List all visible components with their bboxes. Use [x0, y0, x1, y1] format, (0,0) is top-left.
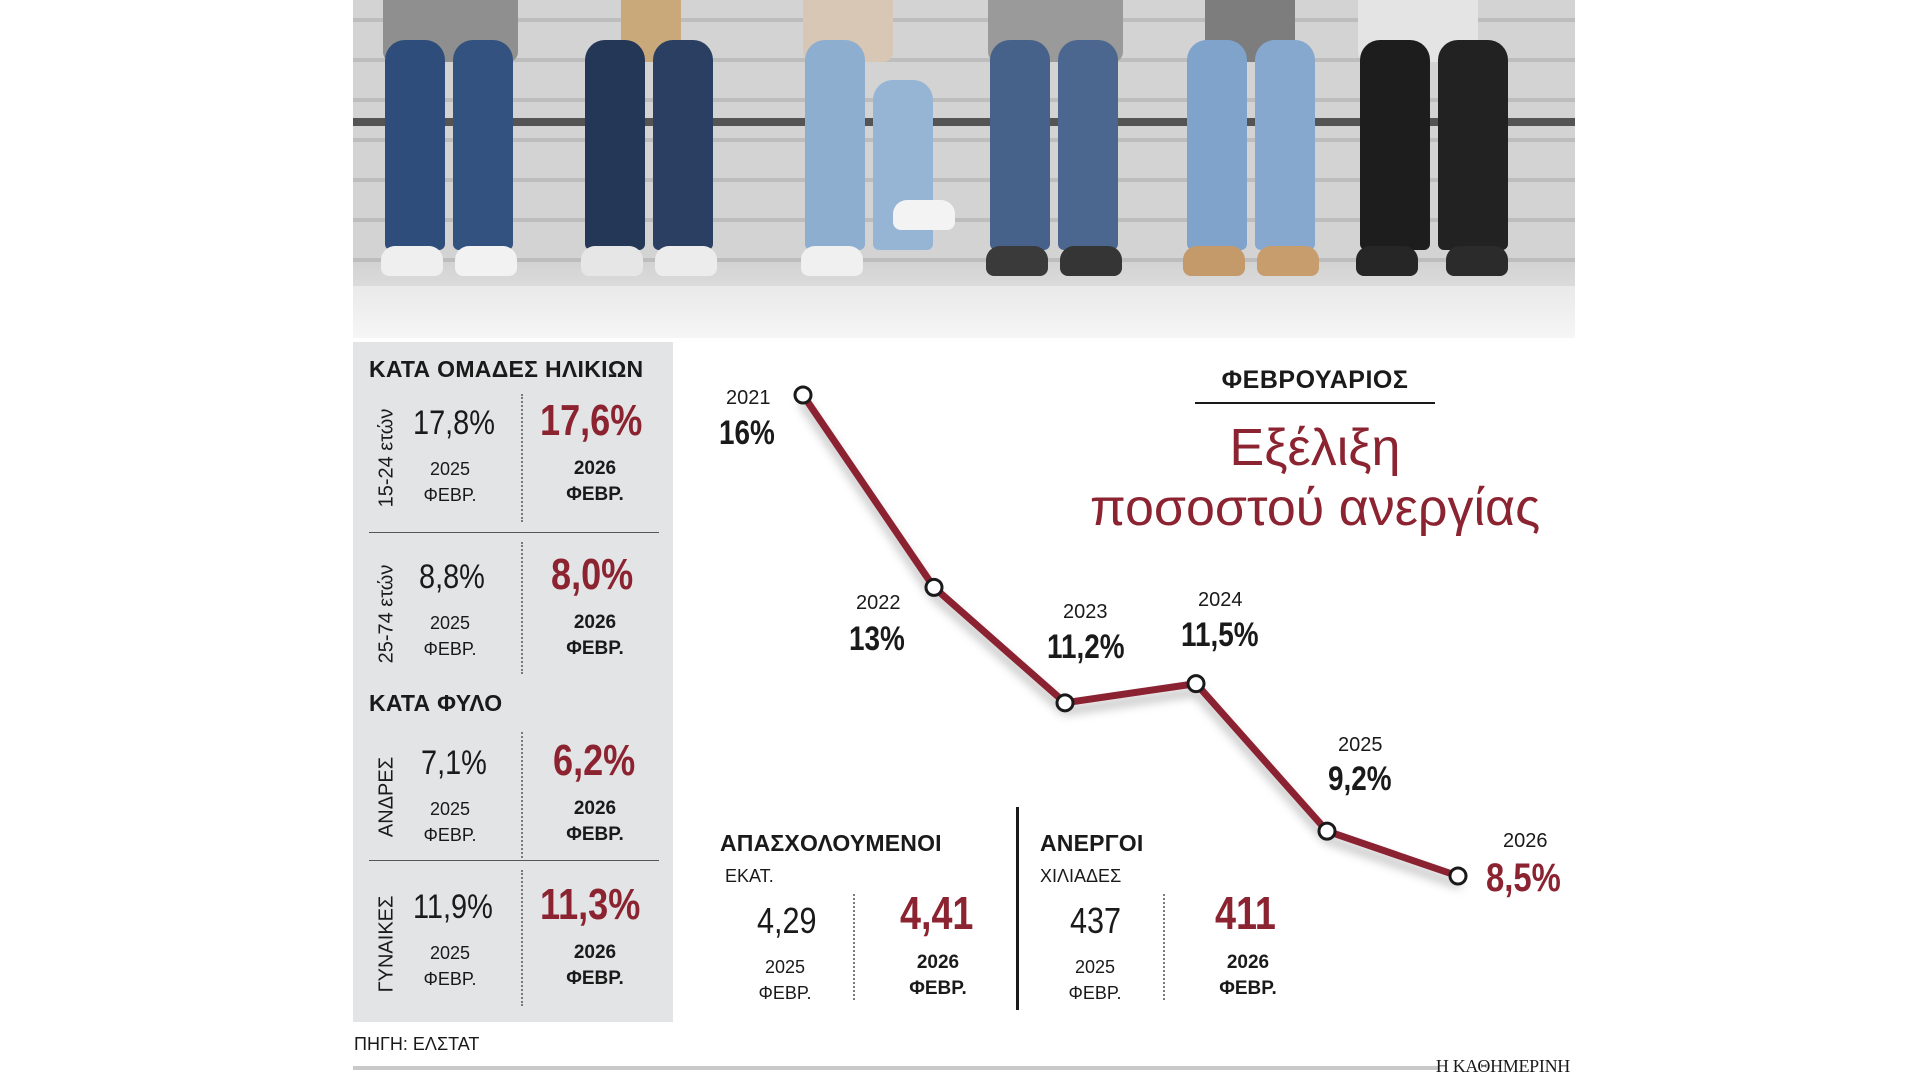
group-new-period: 2026 ΦΕΒΡ.: [566, 458, 624, 505]
employed-unit: ΕΚΑΤ.: [725, 866, 774, 886]
person-figure: [1338, 0, 1538, 290]
sex-section-title: ΚΑΤΑ ΦΥΛΟ: [369, 690, 503, 716]
header-photo: [353, 0, 1575, 338]
group-label: ΑΝΔΡΕΣ: [375, 756, 398, 838]
point-year-label: 2023: [1063, 601, 1108, 623]
age-section-title: ΚΑΤΑ ΟΜΑΔΕΣ ΗΛΙΚΙΩΝ: [369, 356, 644, 382]
data-point-2026: [1448, 866, 1468, 886]
unemployed-title: ΑΝΕΡΓΟΙ: [1040, 830, 1144, 856]
data-point-2025: [1317, 821, 1337, 841]
column-divider: [1163, 894, 1165, 1000]
group-old-value: 8,8%: [419, 558, 485, 596]
point-value-label: 9,2%: [1328, 760, 1392, 798]
bottom-rule: [353, 1066, 1438, 1070]
column-divider: [521, 732, 523, 858]
group-label: 15-24 ετών: [375, 408, 398, 508]
point-year-label: 2021: [726, 387, 771, 409]
point-year-label: 2024: [1198, 589, 1243, 611]
column-divider: [521, 394, 523, 522]
box-divider: [1016, 807, 1019, 1010]
group-new-value: 11,3%: [540, 880, 641, 929]
group-old-value: 17,8%: [413, 404, 495, 442]
group-old-value: 11,9%: [413, 888, 493, 926]
unemployed-old-value: 437: [1070, 900, 1122, 941]
unemployed-new-value: 411: [1215, 887, 1276, 939]
group-new-value: 8,0%: [551, 550, 634, 599]
point-value-label: 11,5%: [1181, 616, 1259, 654]
group-new-value: 6,2%: [553, 736, 636, 785]
employed-new-value: 4,41: [900, 887, 974, 939]
point-value-label: 8,5%: [1486, 856, 1561, 900]
group-new-period: 2026 ΦΕΒΡ.: [566, 942, 624, 989]
data-point-2023: [1055, 693, 1075, 713]
publisher-brand: Η ΚΑΘΗΜΕΡΙΝΗ: [1435, 1056, 1570, 1076]
person-figure: [1165, 0, 1340, 290]
point-value-label: 13%: [849, 620, 905, 658]
source-note: ΠΗΓΗ: ΕΛΣΤΑΤ: [354, 1034, 480, 1054]
unemployed-new-period: 2026 ΦΕΒΡ.: [1219, 952, 1277, 999]
group-new-value: 17,6%: [540, 396, 643, 445]
employed-new-period: 2026 ΦΕΒΡ.: [909, 952, 967, 999]
group-label: 25-74 ετών: [375, 564, 398, 664]
floor: [353, 286, 1575, 338]
column-divider: [521, 542, 523, 674]
data-point-2024: [1186, 674, 1206, 694]
group-label: ΓΥΝΑΙΚΕΣ: [375, 895, 398, 993]
column-divider: [521, 870, 523, 1006]
point-value-label: 11,2%: [1047, 628, 1125, 666]
group-old-period: 2025 ΦΕΒΡ.: [423, 799, 477, 845]
group-new-period: 2026 ΦΕΒΡ.: [566, 612, 624, 659]
point-value-label: 16%: [719, 414, 775, 452]
data-point-2022: [924, 577, 944, 597]
row-separator: [369, 860, 659, 861]
person-figure: [563, 0, 738, 290]
employed-old-period: 2025 ΦΕΒΡ.: [758, 957, 812, 1003]
group-old-value: 7,1%: [421, 744, 487, 782]
group-new-period: 2026 ΦΕΒΡ.: [566, 798, 624, 845]
column-divider: [853, 894, 855, 1000]
data-point-2021: [793, 385, 813, 405]
person-figure: [783, 0, 958, 290]
chair-row: [353, 118, 1575, 126]
unemployed-unit: ΧΙΛΙΑΔΕΣ: [1040, 866, 1122, 886]
chart-kicker: ΦΕΒΡΟΥΑΡΙΟΣ: [1221, 366, 1409, 394]
breakdown-panel: ΚΑΤΑ ΟΜΑΔΕΣ ΗΛΙΚΙΩΝ 15-24 ετών 17,8% 202…: [353, 342, 673, 1022]
employed-title: ΑΠΑΣΧΟΛΟΥΜΕΝΟΙ: [720, 830, 942, 856]
person-figure: [968, 0, 1143, 290]
chart-title: Εξέλιξη ποσοστού ανεργίας: [1089, 419, 1541, 537]
group-old-period: 2025 ΦΕΒΡ.: [423, 613, 477, 659]
kicker-rule: [1195, 402, 1435, 404]
person-figure: [363, 0, 538, 290]
point-year-label: 2026: [1503, 830, 1548, 852]
group-old-period: 2025 ΦΕΒΡ.: [423, 459, 477, 505]
unemployed-old-period: 2025 ΦΕΒΡ.: [1068, 957, 1122, 1003]
row-separator: [369, 532, 659, 533]
group-old-period: 2025 ΦΕΒΡ.: [423, 943, 477, 989]
point-year-label: 2025: [1338, 734, 1383, 756]
employed-old-value: 4,29: [757, 900, 817, 941]
point-year-label: 2022: [856, 592, 901, 614]
